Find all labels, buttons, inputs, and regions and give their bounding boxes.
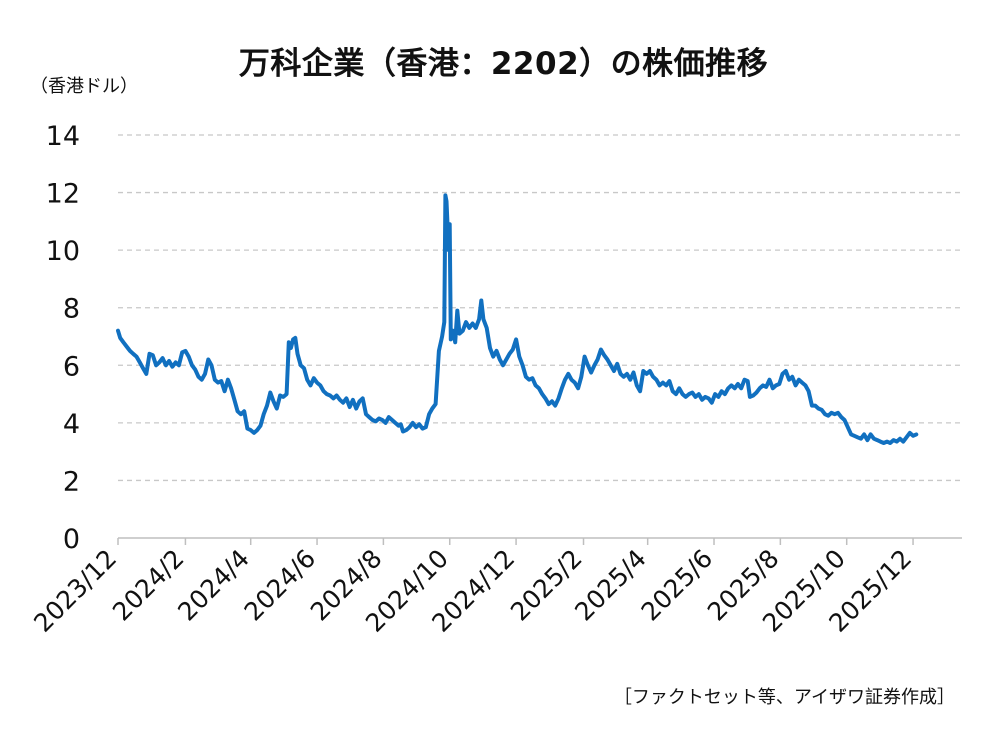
x-tick-label: 2025/6	[636, 544, 719, 627]
x-axis-ticks: 2023/122024/22024/42024/62024/82024/1020…	[28, 538, 917, 638]
y-tick-label: 6	[63, 351, 80, 382]
x-tick-label: 2023/12	[28, 544, 122, 638]
y-tick-label: 2	[63, 466, 80, 497]
source-note: ［ファクトセット等、アイザワ証券作成］	[613, 687, 955, 708]
y-tick-label: 12	[46, 179, 80, 210]
x-tick-label: 2025/2	[505, 544, 588, 627]
y-tick-label: 14	[46, 121, 80, 152]
x-tick-label: 2024/6	[239, 544, 322, 627]
price-line	[116, 193, 919, 445]
x-tick-label: 2025/4	[569, 544, 652, 627]
chart-title: 万科企業（香港：2202）の株価推移	[238, 46, 769, 82]
x-tick-label: 2024/2	[107, 544, 190, 627]
y-tick-label: 4	[63, 409, 80, 440]
price-series	[116, 193, 919, 445]
y-tick-label: 8	[63, 294, 80, 325]
gridlines	[118, 134, 962, 482]
y-axis-ticks: 0 2 4 6 8 10 12 14	[46, 121, 80, 555]
y-tick-label: 0	[63, 524, 80, 555]
y-tick-label: 10	[46, 236, 80, 267]
x-tick-label: 2024/4	[172, 544, 255, 627]
y-axis-unit-label: （香港ドル）	[30, 76, 138, 97]
